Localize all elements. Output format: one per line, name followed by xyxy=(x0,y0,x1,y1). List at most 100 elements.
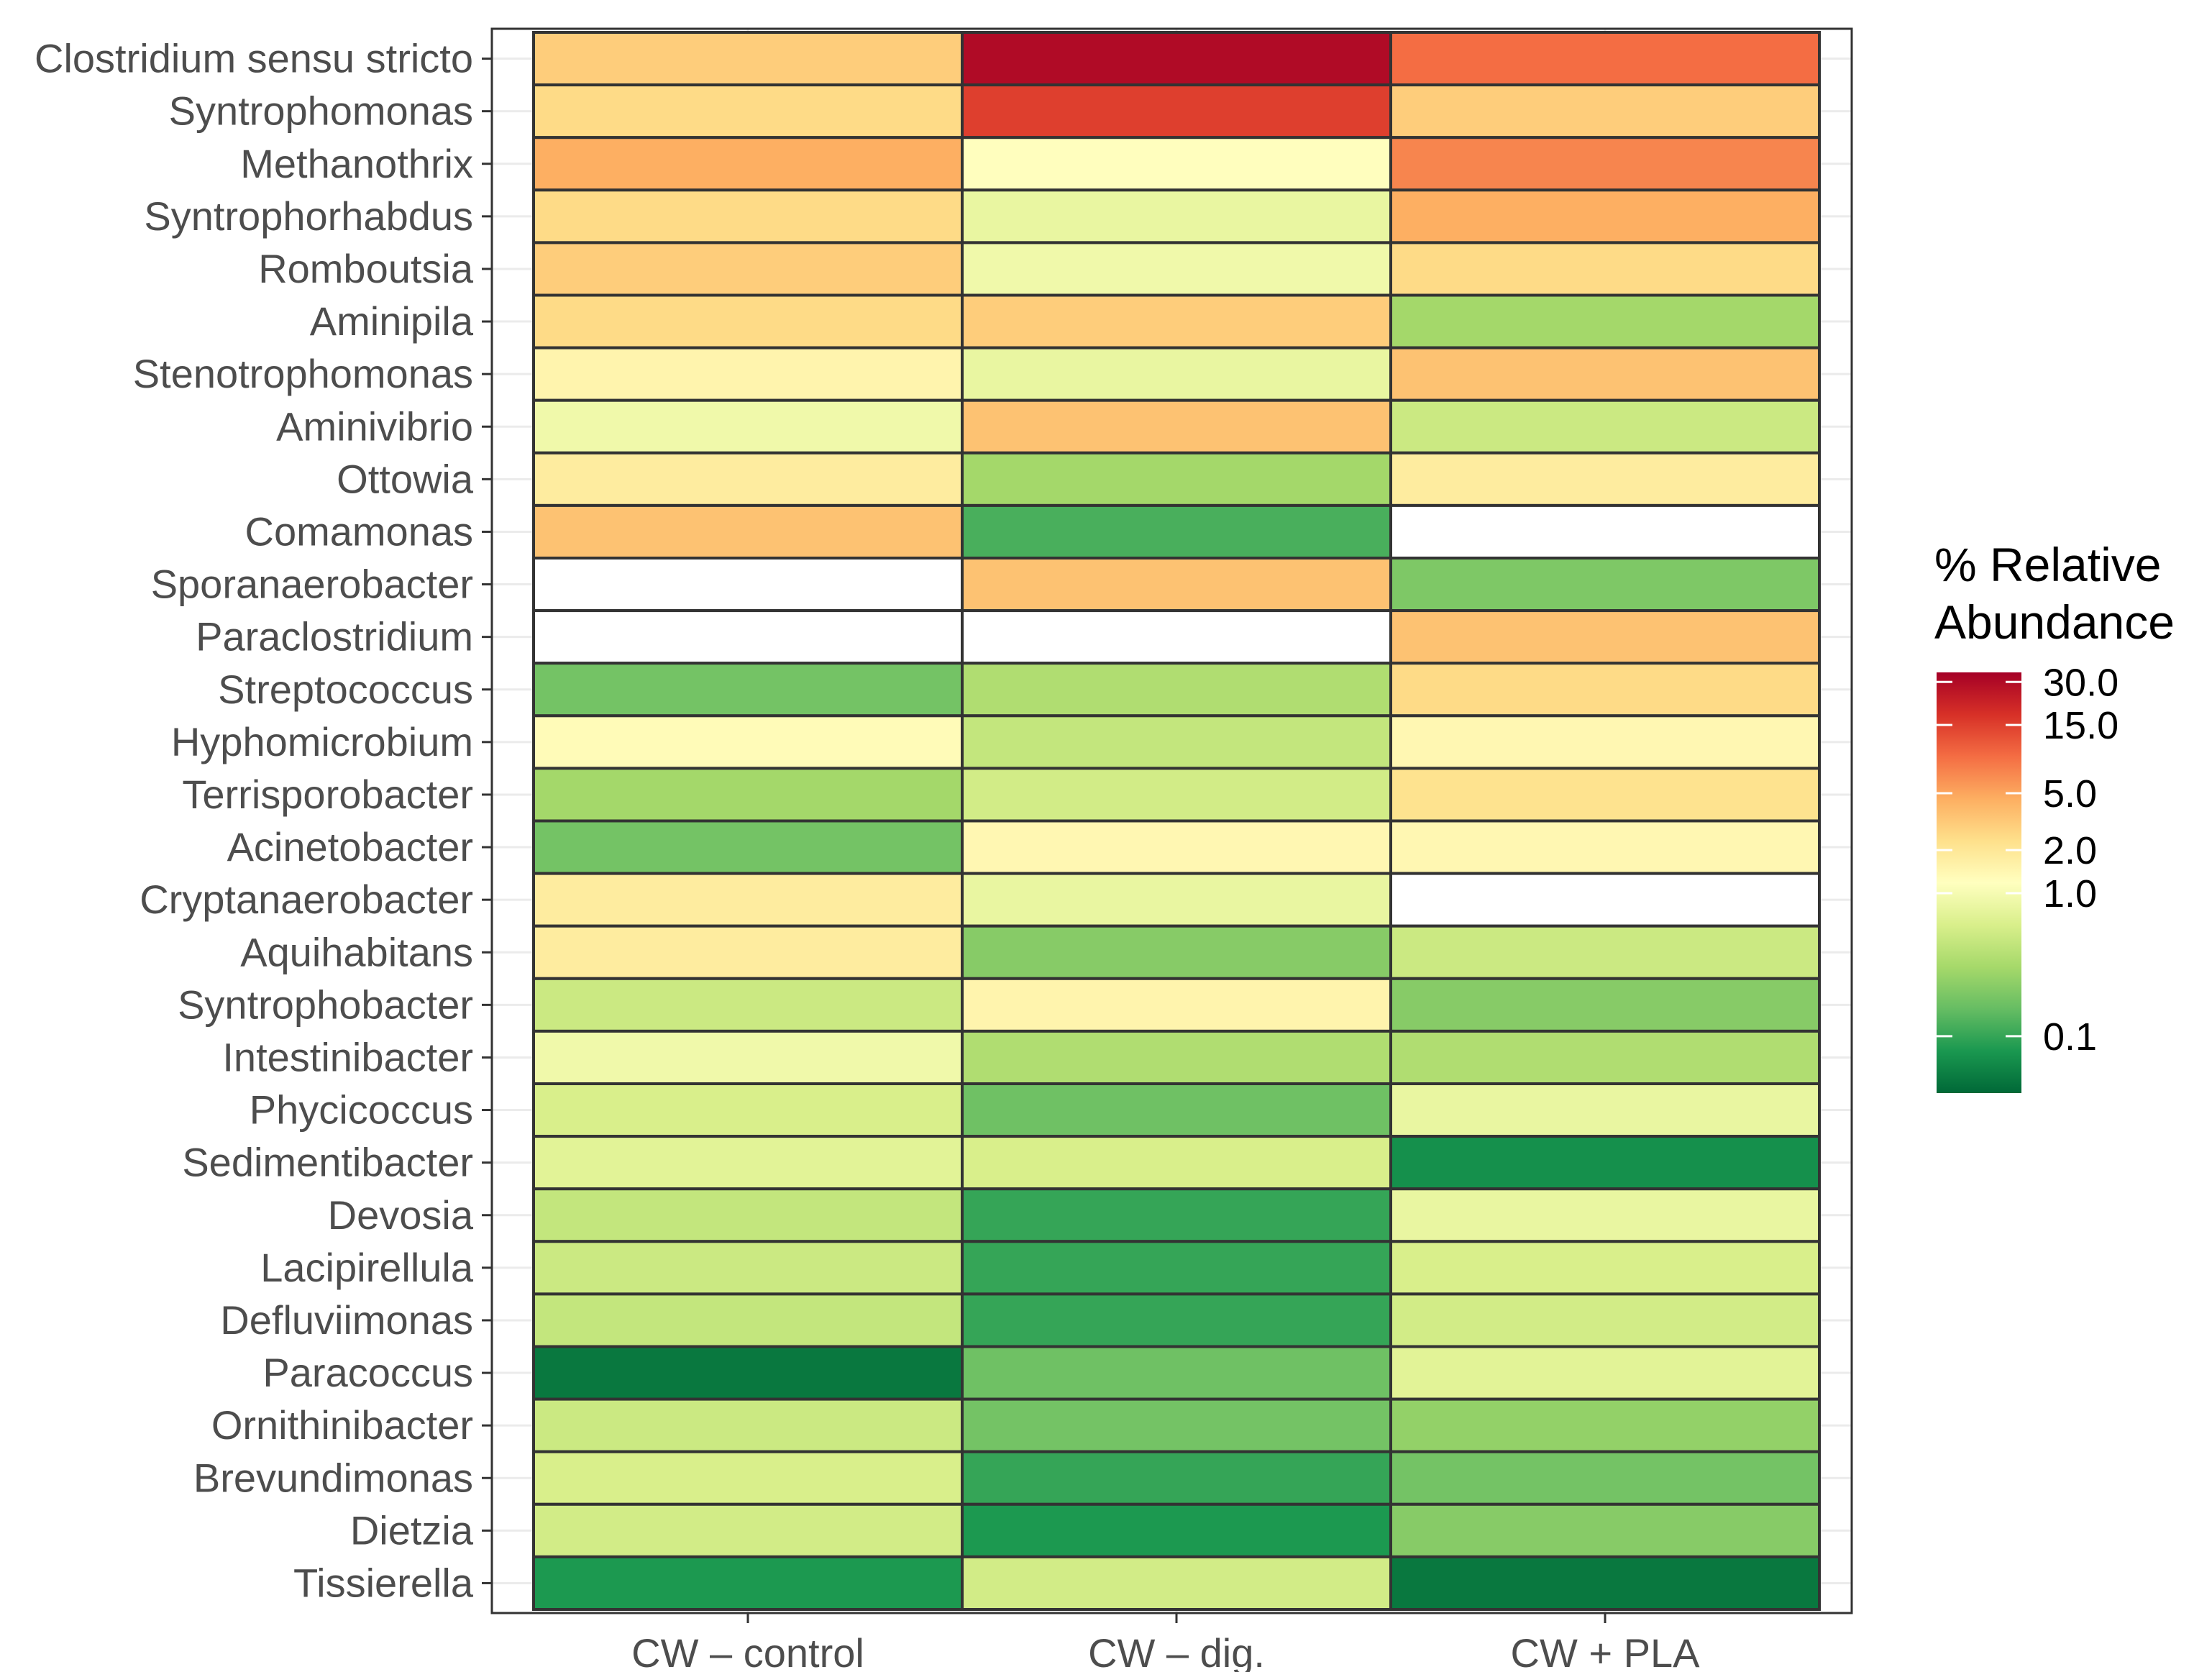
legend: % Relative Abundance 0.1 1.02.0 5.0 15.030.… xyxy=(1934,538,2175,1093)
heatmap-cell xyxy=(961,1345,1392,1401)
heatmap-cell xyxy=(532,241,964,297)
heatmap-cell xyxy=(1389,346,1821,402)
y-tick-label: Clostridium sensu stricto xyxy=(35,36,473,81)
heatmap-cell xyxy=(1389,819,1821,875)
heatmap-cell xyxy=(532,714,964,770)
y-tick-label: Cryptanaerobacter xyxy=(140,877,473,922)
y-tick-label: Tissierella xyxy=(293,1560,474,1605)
y-tick-label: Terrisporobacter xyxy=(182,772,473,817)
heatmap-cell xyxy=(1389,662,1821,718)
heatmap-cell xyxy=(961,924,1392,980)
heatmap-cell xyxy=(961,609,1392,665)
heatmap-cell xyxy=(1389,1450,1821,1506)
heatmap-cell xyxy=(532,557,964,613)
heatmap-cell xyxy=(1389,1135,1821,1191)
heatmap-cell xyxy=(961,1450,1392,1506)
y-tick-label: Stenotrophomonas xyxy=(133,351,473,396)
heatmap-cell xyxy=(1389,398,1821,454)
heatmap-cell xyxy=(1389,503,1821,560)
heatmap-cell xyxy=(532,503,964,560)
heatmap-cell xyxy=(1389,1240,1821,1296)
y-tick-label: Sedimentibacter xyxy=(182,1140,473,1185)
x-axis: CW – control CW – dig. CW + PLA xyxy=(631,1613,1700,1672)
heatmap-cell xyxy=(1389,557,1821,613)
heatmap-cell xyxy=(532,662,964,718)
legend-title-line1: % Relative xyxy=(1934,538,2161,591)
y-tick-label: Methanothrix xyxy=(240,141,473,186)
y-tick-label: Devosia xyxy=(328,1192,474,1238)
heatmap-cell xyxy=(1389,293,1821,350)
y-tick-label: Sporanaerobacter xyxy=(151,562,473,607)
y-tick-label: Aminivibrio xyxy=(276,403,473,449)
heatmap-cell xyxy=(961,1240,1392,1296)
legend-tick-label: 1.0 xyxy=(2043,872,2097,915)
x-tick-label: CW – control xyxy=(631,1630,864,1672)
heatmap-cell xyxy=(961,767,1392,823)
heatmap-cell xyxy=(532,1450,964,1506)
heatmap-cell xyxy=(532,1135,964,1191)
heatmap-cell xyxy=(532,1029,964,1086)
heatmap-cell xyxy=(961,398,1392,454)
heatmap-cell xyxy=(532,293,964,350)
heatmap-cell xyxy=(961,1187,1392,1243)
heatmap-cell xyxy=(961,1029,1392,1086)
heatmap-cell xyxy=(532,1555,964,1611)
x-tick-label: CW – dig. xyxy=(1088,1630,1265,1672)
heatmap-cell xyxy=(1389,1397,1821,1453)
heatmap-cell xyxy=(532,977,964,1033)
heatmap-cell xyxy=(532,31,964,87)
heatmap-cell xyxy=(532,1502,964,1558)
heatmap-cell xyxy=(532,872,964,928)
heatmap-cell xyxy=(961,188,1392,245)
heatmap-cell xyxy=(1389,451,1821,507)
y-tick-label: Syntrophomonas xyxy=(169,88,473,134)
heatmap-cell xyxy=(961,136,1392,192)
heatmap-cell xyxy=(532,767,964,823)
legend-tick-label: 2.0 xyxy=(2043,829,2097,872)
heatmap-cell xyxy=(961,1082,1392,1138)
heatmap-cell xyxy=(532,1187,964,1243)
heatmap-cell xyxy=(1389,872,1821,928)
heatmap-cell xyxy=(961,503,1392,560)
heatmap-cell xyxy=(961,241,1392,297)
heatmap-cell xyxy=(1389,136,1821,192)
heatmap-cell xyxy=(961,977,1392,1033)
heatmap-cell xyxy=(961,346,1392,402)
heatmap-cell xyxy=(1389,609,1821,665)
y-tick-label: Syntrophorhabdus xyxy=(144,193,473,239)
heatmap-cell xyxy=(1389,1345,1821,1401)
y-tick-label: Paraclostridium xyxy=(196,614,473,659)
y-axis: Clostridium sensu stricto Syntrophomonas M… xyxy=(35,36,492,1605)
heatmap-cell xyxy=(532,188,964,245)
heatmap-cell xyxy=(532,1345,964,1401)
panel-border xyxy=(490,27,1853,1614)
heatmap-cell xyxy=(961,83,1392,140)
y-tick-label: Lacipirellula xyxy=(260,1245,474,1290)
y-tick-label: Streptococcus xyxy=(218,667,473,712)
heatmap-cell xyxy=(961,714,1392,770)
heatmap-cell xyxy=(532,451,964,507)
y-tick-label: Acinetobacter xyxy=(227,824,473,869)
legend-tick-label: 0.1 xyxy=(2043,1015,2097,1059)
heatmap-cells xyxy=(532,31,1821,1611)
heatmap-cell xyxy=(532,1082,964,1138)
heatmap-cell xyxy=(1389,1502,1821,1558)
heatmap-cell xyxy=(961,1555,1392,1611)
heatmap-cell xyxy=(961,872,1392,928)
y-tick-label: Ornithinibacter xyxy=(211,1402,473,1448)
heatmap-cell xyxy=(1389,83,1821,140)
heatmap-cell xyxy=(532,398,964,454)
y-tick-label: Brevundimonas xyxy=(193,1455,473,1500)
y-tick-label: Defluviimonas xyxy=(220,1297,473,1343)
heatmap-cell xyxy=(1389,924,1821,980)
heatmap-cell xyxy=(961,1502,1392,1558)
heatmap-cell xyxy=(1389,31,1821,87)
y-tick-label: Syntrophobacter xyxy=(178,982,473,1027)
legend-tick-label: 30.0 xyxy=(2043,661,2119,704)
y-tick-label: Ottowia xyxy=(337,456,474,501)
heatmap-cell xyxy=(961,662,1392,718)
heatmap-cell xyxy=(1389,1187,1821,1243)
y-tick-label: Hyphomicrobium xyxy=(171,719,473,764)
heatmap-cell xyxy=(1389,1029,1821,1086)
